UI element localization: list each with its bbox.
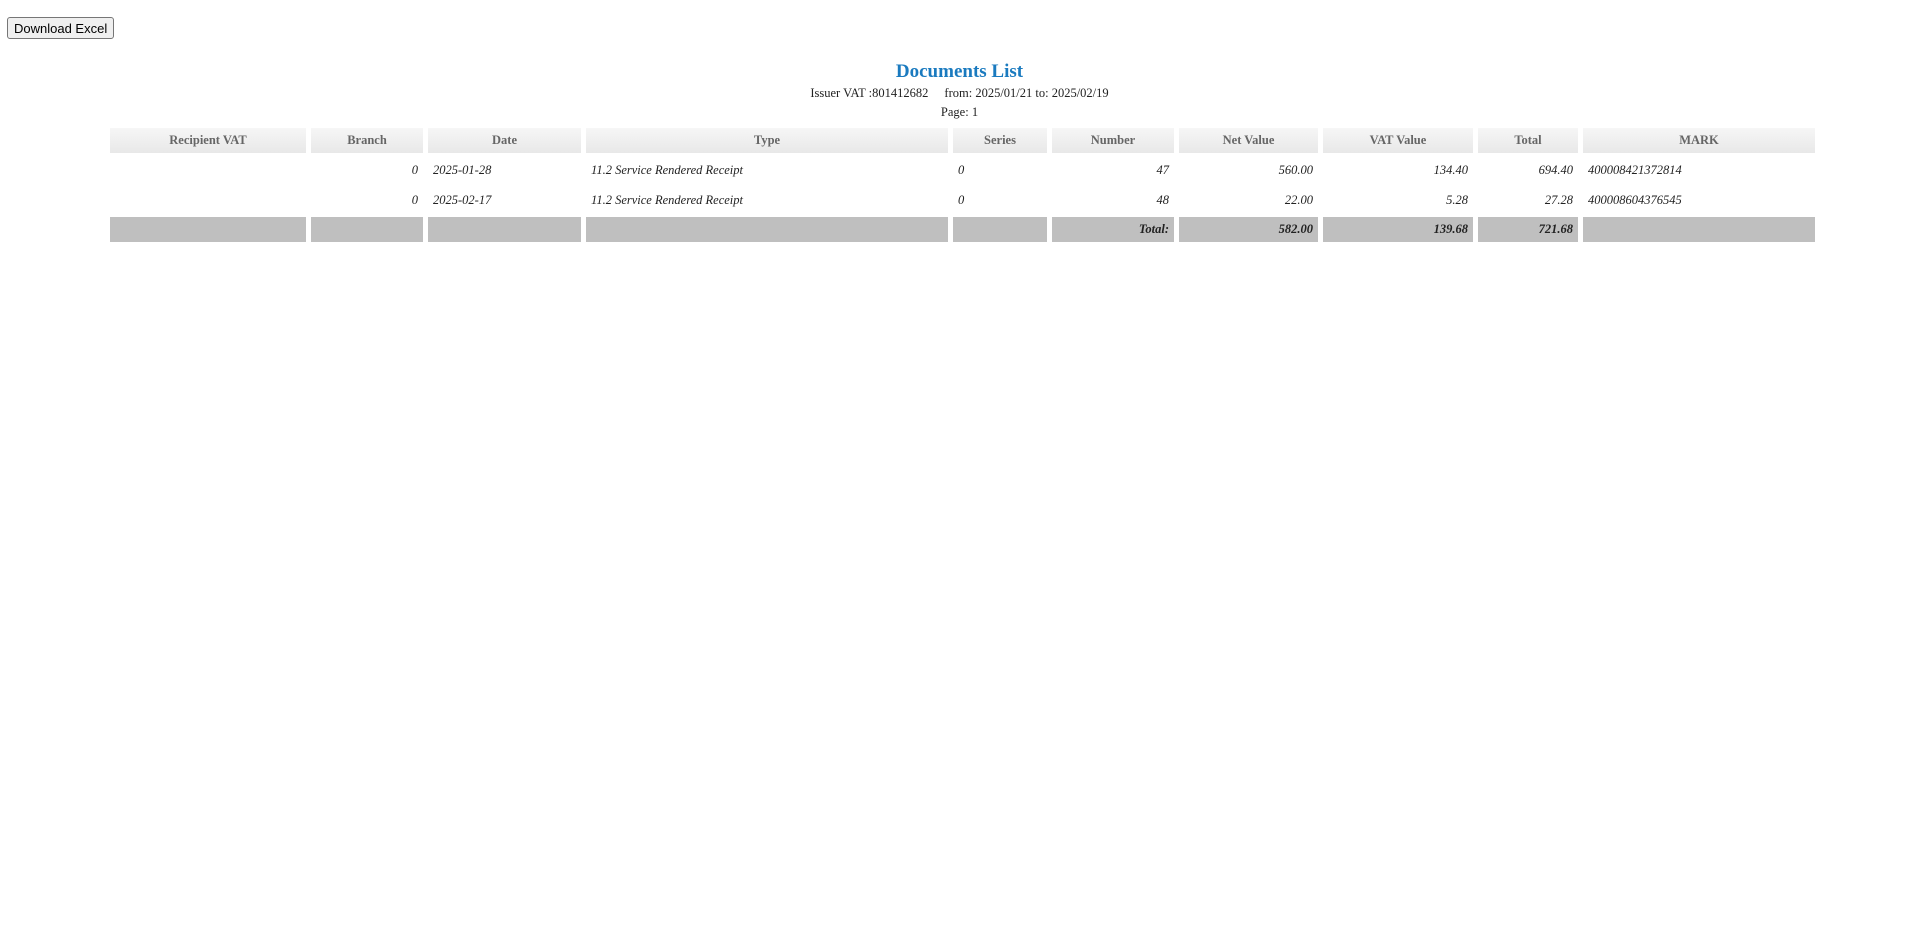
col-branch[interactable]: Branch (311, 128, 423, 153)
cell-total: 694.40 (1538, 162, 1573, 177)
col-recipient-vat[interactable]: Recipient VAT (110, 128, 306, 153)
cell-series: 0 (958, 162, 965, 177)
total-empty (586, 217, 948, 242)
cell-recipient-vat (110, 187, 306, 213)
cell-date: 2025-02-17 (433, 192, 492, 207)
col-date[interactable]: Date (428, 128, 581, 153)
total-empty (953, 217, 1047, 242)
page-number: Page: 1 (940, 105, 979, 119)
page-title: Documents List (895, 61, 1024, 82)
cell-vat-value: 134.40 (1433, 162, 1468, 177)
documents-table: Recipient VAT Branch Date Type Series Nu… (105, 124, 1820, 246)
download-excel-button[interactable]: Download Excel (7, 17, 115, 39)
col-total[interactable]: Total (1478, 128, 1578, 153)
total-empty (428, 217, 581, 242)
cell-net-value: 560.00 (1278, 162, 1313, 177)
total-empty (311, 217, 423, 242)
total-label: Total: (1052, 217, 1174, 242)
cell-number: 48 (1156, 192, 1170, 207)
cell-branch: 0 (411, 192, 418, 207)
total-total: 721.68 (1478, 217, 1578, 242)
date-range: from: 2025/01/21 to: 2025/02/19 (944, 86, 1109, 100)
header-row: Recipient VAT Branch Date Type Series Nu… (110, 128, 1815, 153)
cell-series: 0 (958, 192, 965, 207)
col-net-value[interactable]: Net Value (1179, 128, 1318, 153)
col-series[interactable]: Series (953, 128, 1047, 153)
cell-type: 11.2 Service Rendered Receipt (591, 162, 744, 177)
cell-total: 27.28 (1544, 192, 1573, 207)
issuer-vat: Issuer VAT :801412682 (810, 86, 929, 100)
total-vat-value: 139.68 (1323, 217, 1473, 242)
cell-mark: 400008421372814 (1588, 162, 1682, 177)
cell-type: 11.2 Service Rendered Receipt (591, 192, 744, 207)
col-type[interactable]: Type (586, 128, 948, 153)
total-empty (110, 217, 306, 242)
col-number[interactable]: Number (1052, 128, 1174, 153)
total-net-value: 582.00 (1179, 217, 1318, 242)
col-mark[interactable]: MARK (1583, 128, 1815, 153)
cell-recipient-vat (110, 157, 306, 183)
table-row: 0 2025-02-17 11.2 Service Rendered Recei… (110, 187, 1815, 213)
cell-number: 47 (1156, 162, 1170, 177)
cell-mark: 400008604376545 (1588, 192, 1682, 207)
table-row: 0 2025-01-28 11.2 Service Rendered Recei… (110, 157, 1815, 183)
col-vat-value[interactable]: VAT Value (1323, 128, 1473, 153)
cell-date: 2025-01-28 (433, 162, 492, 177)
totals-row: Total: 582.00 139.68 721.68 (110, 217, 1815, 242)
cell-branch: 0 (411, 162, 418, 177)
report-subtitle: Issuer VAT :801412682 from: 2025/01/21 to… (0, 86, 1919, 101)
cell-net-value: 22.00 (1284, 192, 1313, 207)
total-empty (1583, 217, 1815, 242)
cell-vat-value: 5.28 (1446, 192, 1468, 207)
